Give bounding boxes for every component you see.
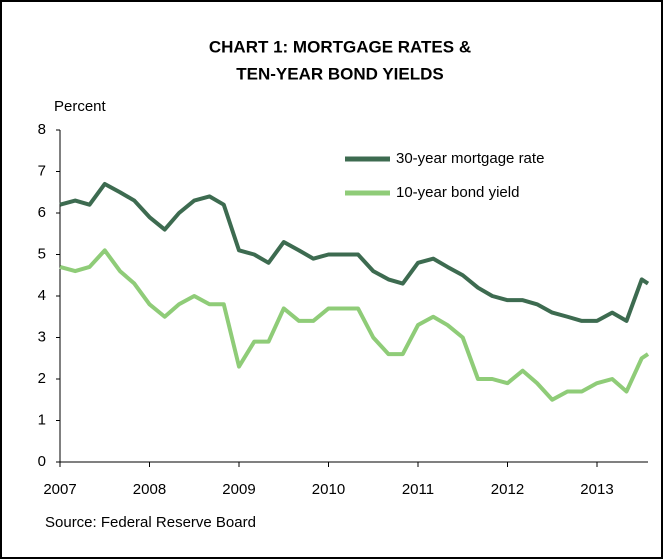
y-tick-label: 5 [38,245,46,262]
x-tick-label: 2011 [402,481,434,498]
y-tick-label: 2 [38,370,46,387]
y-tick-label: 1 [38,411,46,428]
y-tick-label: 7 [38,162,46,179]
series-line [59,248,650,402]
y-tick-label: 0 [38,453,46,470]
chart-title: TEN-YEAR BOND YIELDS [236,64,444,83]
chart-title: CHART 1: MORTGAGE RATES & [209,37,471,56]
x-tick-label: 2007 [43,481,76,498]
x-tick-label: 2008 [133,481,166,498]
x-tick-label: 2009 [222,481,255,498]
x-tick-label: 2010 [312,481,345,498]
x-tick-label: 2013 [580,481,613,498]
source-note: Source: Federal Reserve Board [45,514,256,531]
y-tick-label: 8 [38,121,46,138]
series-line [59,181,650,323]
y-tick-label: 3 [38,328,46,345]
y-axis-label: Percent [54,98,107,115]
y-tick-label: 6 [38,204,46,221]
x-tick-label: 2012 [491,481,524,498]
legend-label: 10-year bond yield [396,184,519,201]
y-tick-label: 4 [38,287,46,304]
legend-label: 30-year mortgage rate [396,150,544,167]
